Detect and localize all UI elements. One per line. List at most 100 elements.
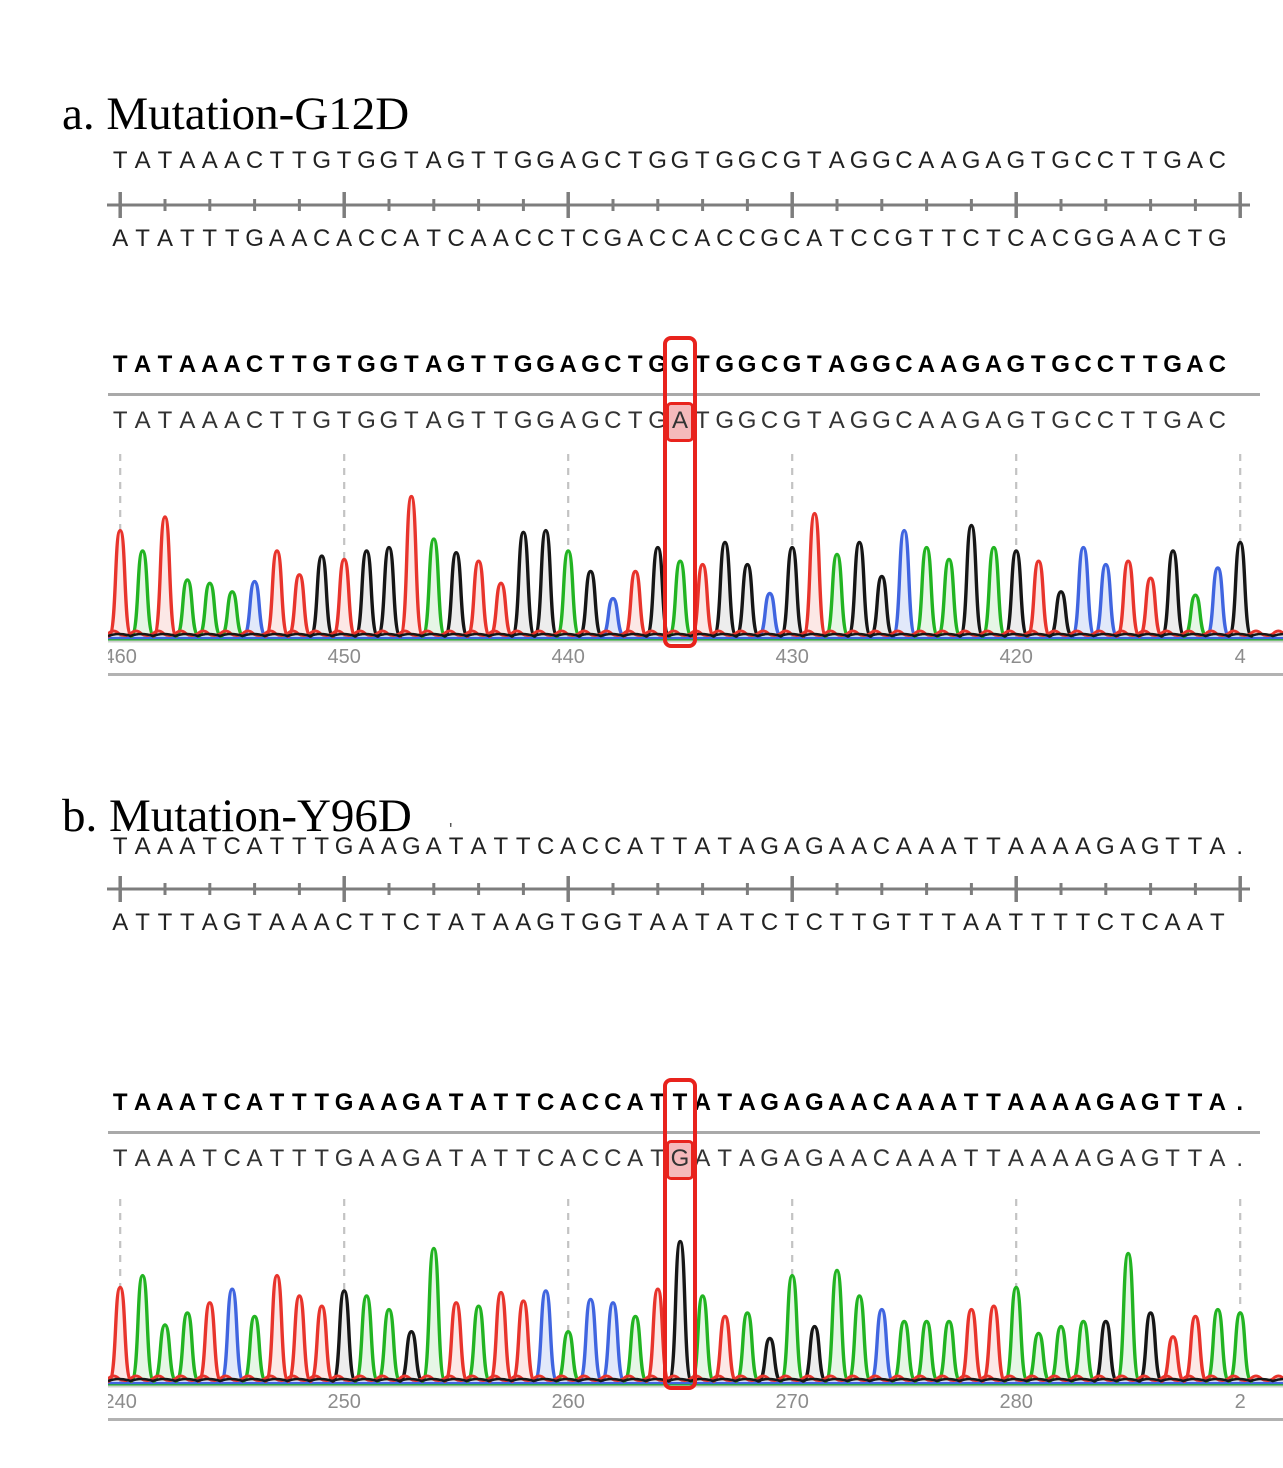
base: A — [918, 833, 935, 860]
mutation-base-highlight — [666, 402, 694, 442]
base: T — [403, 407, 419, 434]
base: C — [805, 909, 823, 936]
base: A — [425, 1145, 442, 1172]
base: T — [224, 225, 240, 252]
base: G — [849, 407, 869, 434]
base: A — [985, 407, 1002, 434]
base: G — [782, 407, 802, 434]
base: G — [782, 147, 802, 174]
base: G — [222, 909, 242, 936]
base: A — [828, 351, 846, 378]
base: T — [829, 909, 845, 936]
base: T — [269, 1145, 285, 1172]
base: A — [201, 147, 218, 174]
base: T — [493, 407, 509, 434]
base: T — [202, 225, 218, 252]
base: A — [984, 351, 1003, 378]
base: A — [245, 1089, 264, 1116]
base: C — [1208, 351, 1226, 378]
base: G — [849, 351, 869, 378]
base: C — [604, 1089, 622, 1116]
base: G — [513, 351, 533, 378]
base: A — [828, 1145, 845, 1172]
base: A — [739, 1145, 756, 1172]
base: G — [312, 407, 332, 434]
base: T — [157, 147, 173, 174]
base: T — [829, 225, 845, 252]
base: G — [1163, 351, 1182, 378]
panel-b-title: b. Mutation-Y96D — [62, 790, 412, 842]
base: C — [604, 351, 622, 378]
base: T — [269, 407, 285, 434]
base: A — [1051, 1089, 1070, 1116]
base: T — [695, 909, 710, 936]
base: G — [379, 407, 399, 434]
base: A — [1052, 833, 1069, 860]
base: G — [1208, 225, 1227, 252]
base: A — [448, 909, 465, 936]
base: G — [379, 351, 399, 378]
base: G — [760, 1145, 779, 1172]
base: T — [135, 909, 150, 936]
base: T — [717, 1089, 733, 1116]
base: T — [471, 351, 486, 378]
axis-tick-label: 430 — [775, 646, 809, 668]
base: A — [1030, 833, 1047, 860]
base: A — [560, 407, 577, 434]
base: C — [245, 351, 264, 378]
base: T — [135, 225, 150, 252]
base: T — [806, 407, 822, 434]
base: T — [403, 147, 419, 174]
base: G — [536, 407, 555, 434]
base: G — [872, 909, 891, 936]
base: A — [850, 1089, 868, 1116]
base: T — [1030, 351, 1046, 378]
base: A — [917, 351, 935, 378]
base: C — [223, 1089, 241, 1116]
base: A — [895, 833, 912, 860]
base: A — [783, 1145, 800, 1172]
base: C — [648, 225, 667, 252]
base: A — [425, 407, 442, 434]
base: A — [1029, 1089, 1047, 1116]
base: G — [401, 1089, 421, 1116]
base: T — [672, 833, 688, 860]
base: T — [202, 1145, 218, 1172]
base: G — [1006, 407, 1026, 434]
base: A — [694, 1145, 711, 1172]
base: A — [134, 147, 151, 174]
base: A — [380, 1089, 398, 1116]
base: T — [1053, 909, 1068, 936]
base: G — [1096, 1145, 1115, 1172]
base: T — [963, 1145, 979, 1172]
base: T — [403, 351, 419, 378]
base: G — [446, 407, 466, 434]
base: T — [627, 351, 643, 378]
base: T — [806, 147, 822, 174]
base: A — [224, 147, 241, 174]
base: A — [133, 351, 152, 378]
base: A — [470, 1145, 487, 1172]
base: A — [671, 407, 688, 434]
base: C — [1074, 147, 1092, 174]
base: T — [493, 147, 509, 174]
base: C — [872, 1089, 891, 1116]
base: G — [804, 1145, 824, 1172]
base: T — [1187, 1145, 1203, 1172]
mutation-base-highlight — [666, 1140, 694, 1180]
base: A — [1030, 1145, 1047, 1172]
base: T — [986, 833, 1001, 860]
chromatogram: 460 450 440 430 420 4 — [108, 450, 1283, 676]
base: A — [649, 909, 666, 936]
base: C — [895, 407, 913, 434]
base: A — [133, 1089, 152, 1116]
base: A — [626, 1089, 644, 1116]
base: C — [1096, 407, 1115, 434]
base: A — [492, 909, 509, 936]
base: C — [760, 909, 779, 936]
base: G — [581, 147, 600, 174]
base: G — [648, 147, 667, 174]
axis-tick-label: 2 — [1234, 1391, 1246, 1413]
base: A — [246, 1145, 263, 1172]
